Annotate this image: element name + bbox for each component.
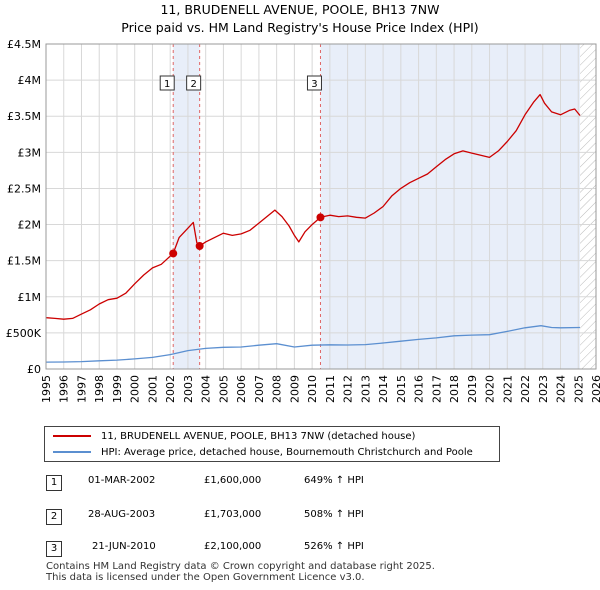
legend: 11, BRUDENELL AVENUE, POOLE, BH13 7NW (d… <box>44 426 500 462</box>
x-tick-label: 2025 <box>572 375 585 403</box>
chart-title: 11, BRUDENELL AVENUE, POOLE, BH13 7NW <box>160 2 440 17</box>
y-tick-label: £2.5M <box>7 182 41 195</box>
legend-label-hpi: HPI: Average price, detached house, Bour… <box>101 446 473 458</box>
x-tick-label: 2026 <box>590 375 600 403</box>
x-tick-label: 2011 <box>324 375 337 403</box>
x-tick-label: 2002 <box>164 375 177 403</box>
future-hatched-region <box>580 44 596 369</box>
sale-point-marker <box>195 242 204 251</box>
sale-number-badge: 1 <box>46 475 62 491</box>
x-tick-label: 2005 <box>217 375 230 403</box>
x-tick-label: 2021 <box>501 375 514 403</box>
sale-number-box <box>306 75 322 91</box>
x-tick-label: 1997 <box>75 375 88 403</box>
x-tick-label: 2008 <box>271 375 284 403</box>
sale-number-label: 2 <box>190 79 196 90</box>
sale-hpi-change: 526% ↑ HPI <box>304 541 364 552</box>
footer-copyright: Contains HM Land Registry data © Crown c… <box>46 561 435 572</box>
sale-date: 21-JUN-2010 <box>92 541 156 552</box>
x-tick-label: 1999 <box>111 375 124 403</box>
sale-price: £2,100,000 <box>204 541 262 552</box>
sale-number-label: 3 <box>311 79 317 90</box>
sale-price: £1,703,000 <box>204 509 262 520</box>
x-tick-label: 2001 <box>146 375 159 403</box>
sale-number-badge: 2 <box>46 509 62 525</box>
chart-subtitle: Price paid vs. HM Land Registry's House … <box>121 20 479 35</box>
footer-licence: This data is licensed under the Open Gov… <box>46 572 365 583</box>
sale-date: 28-AUG-2003 <box>88 509 156 520</box>
sale-price: £1,600,000 <box>204 475 262 486</box>
legend-label-property: 11, BRUDENELL AVENUE, POOLE, BH13 7NW (d… <box>101 430 416 442</box>
x-tick-label: 2016 <box>413 375 426 403</box>
x-tick-label: 2009 <box>288 375 301 403</box>
x-tick-label: 2003 <box>182 375 195 403</box>
x-tick-label: 2004 <box>200 375 213 403</box>
y-tick-label: £4.5M <box>7 38 41 51</box>
y-tick-label: £1.5M <box>7 255 41 268</box>
sale-date: 01-MAR-2002 <box>88 475 156 486</box>
x-tick-label: 2018 <box>448 375 461 403</box>
x-tick-label: 2015 <box>395 375 408 403</box>
legend-swatch-property <box>53 435 91 437</box>
x-tick-label: 2007 <box>253 375 266 403</box>
series-line-hpi <box>45 325 581 363</box>
x-tick-label: 2014 <box>377 375 390 403</box>
y-tick-label: £1M <box>18 291 42 304</box>
y-tick-label: £0 <box>27 363 41 376</box>
plot-border <box>45 43 597 370</box>
legend-swatch-hpi <box>53 451 91 453</box>
sale-number-box <box>186 75 202 91</box>
legend-item-property: 11, BRUDENELL AVENUE, POOLE, BH13 7NW (d… <box>53 428 415 444</box>
sale-row: 3 21-JUN-2010 £2,100,000 526% ↑ HPI <box>46 538 446 557</box>
x-tick-label: 1998 <box>93 375 106 403</box>
x-tick-label: 2010 <box>306 375 319 403</box>
sale-hpi-change: 508% ↑ HPI <box>304 509 364 520</box>
sale-row: 1 01-MAR-2002 £1,600,000 649% ↑ HPI <box>46 472 446 491</box>
x-tick-label: 2000 <box>129 375 142 403</box>
y-tick-label: £500K <box>6 327 42 340</box>
x-tick-label: 2006 <box>235 375 248 403</box>
sale-number-label: 1 <box>164 79 170 90</box>
y-tick-label: £3.5M <box>7 110 41 123</box>
x-tick-label: 2019 <box>466 375 479 403</box>
x-tick-label: 2022 <box>519 375 532 403</box>
shaded-ownership-band <box>173 44 200 369</box>
sale-point-marker <box>169 249 178 258</box>
footer: Contains HM Land Registry data © Crown c… <box>46 561 435 583</box>
sale-row: 2 28-AUG-2003 £1,703,000 508% ↑ HPI <box>46 506 446 525</box>
x-tick-label: 1996 <box>58 375 71 403</box>
sale-number-badge: 3 <box>46 541 62 557</box>
x-tick-label: 2024 <box>555 375 568 403</box>
sale-point-marker <box>316 213 325 222</box>
y-tick-label: £3M <box>18 146 42 159</box>
price-chart: £0 £500K £1M £1.5M £2M £2.5M £3M £3.5M £4M £4.5M 1… <box>6 38 600 403</box>
x-tick-label: 2012 <box>342 375 355 403</box>
x-tick-label: 2017 <box>430 375 443 403</box>
x-tick-label: 2023 <box>537 375 550 403</box>
sale-hpi-change: 649% ↑ HPI <box>304 475 364 486</box>
x-tick-label: 1995 <box>40 375 53 403</box>
shaded-ownership-band <box>320 44 581 369</box>
y-tick-label: £2M <box>18 219 42 232</box>
legend-item-hpi: HPI: Average price, detached house, Bour… <box>53 444 473 460</box>
x-tick-label: 2013 <box>359 375 372 403</box>
sale-number-box <box>159 75 175 91</box>
y-tick-label: £4M <box>18 74 42 87</box>
series-line-property <box>45 93 581 320</box>
x-tick-label: 2020 <box>484 375 497 403</box>
